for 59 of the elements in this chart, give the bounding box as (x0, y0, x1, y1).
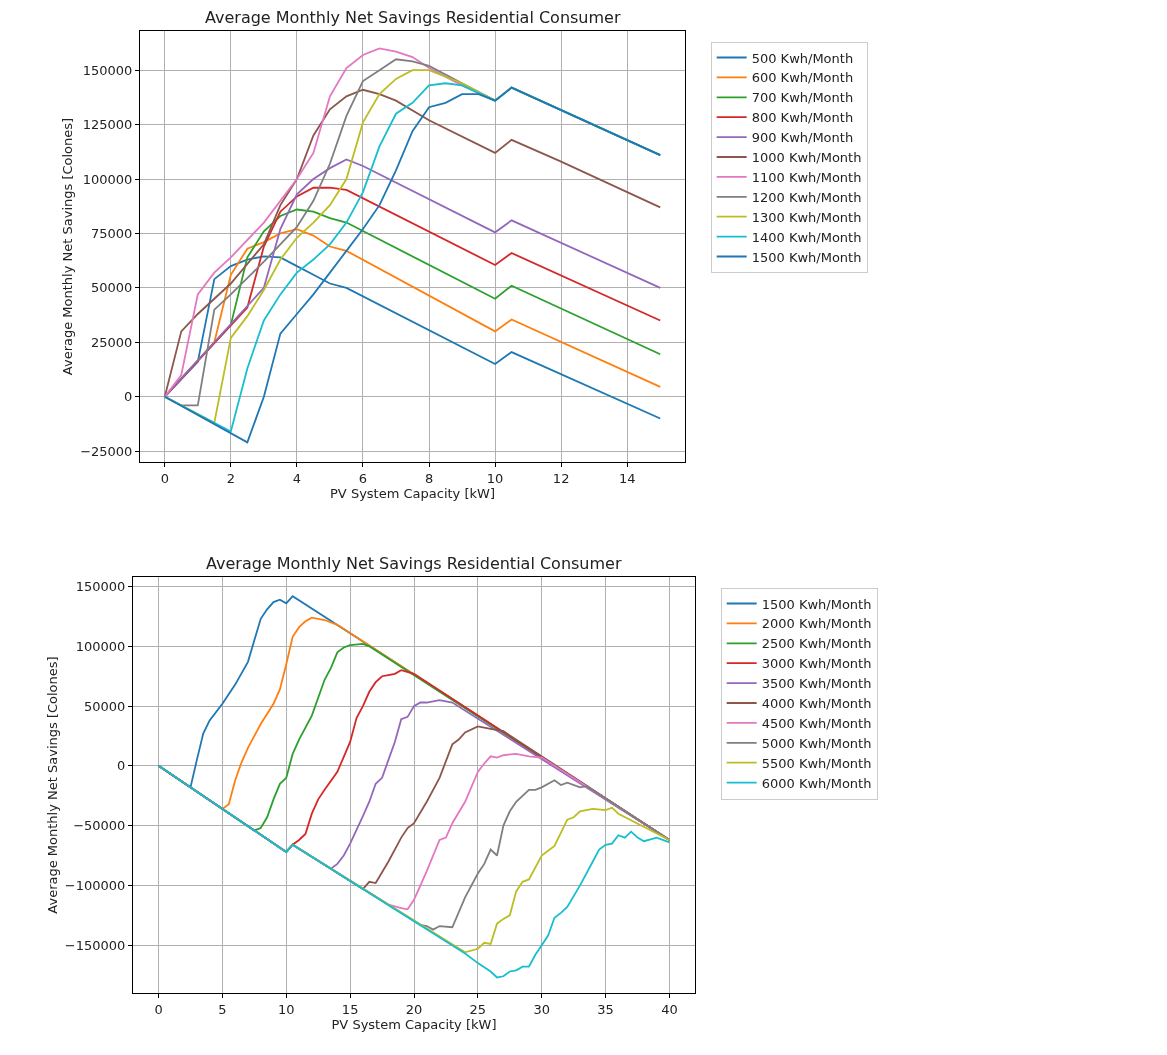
y-tick-label: 0 (117, 758, 126, 774)
legend-label: 5500 Kwh/Month (761, 755, 872, 771)
legend-label: 500 Kwh/Month (751, 50, 854, 66)
legend-label: 1000 Kwh/Month (751, 150, 862, 166)
x-tick-label: 4 (292, 470, 302, 486)
legend-label: 4500 Kwh/Month (761, 715, 872, 731)
y-tick-label: 150000 (75, 579, 126, 595)
legend-label: 1100 Kwh/Month (751, 169, 862, 185)
legend-label: 700 Kwh/Month (751, 90, 854, 106)
legend-label: 1500 Kwh/Month (761, 596, 872, 612)
y-axis-title: Average Monthly Net Savings [Colones] (60, 117, 76, 376)
x-axis-title: PV System Capacity [kW] (330, 486, 495, 502)
y-tick-label: 100000 (75, 638, 126, 654)
legend-label: 1400 Kwh/Month (751, 229, 862, 245)
y-tick-label: 75000 (91, 225, 133, 241)
legend-label: 800 Kwh/Month (751, 110, 854, 126)
x-axis-title: PV System Capacity [kW] (331, 1017, 497, 1033)
y-tick-label: 0 (124, 389, 133, 405)
y-tick-label: −25000 (80, 443, 133, 459)
x-tick-label: 20 (405, 1001, 423, 1017)
x-tick-label: 25 (469, 1001, 487, 1017)
legend-label: 1200 Kwh/Month (751, 189, 862, 205)
x-tick-label: 2 (226, 470, 235, 486)
x-tick-label: 0 (160, 470, 169, 486)
x-tick-label: 14 (618, 470, 636, 486)
legend-label: 2500 Kwh/Month (761, 636, 872, 652)
y-tick-label: 100000 (82, 171, 133, 187)
x-tick-label: 12 (552, 470, 570, 486)
legend-label: 1500 Kwh/Month (751, 249, 862, 265)
y-tick-label: 50000 (91, 280, 133, 296)
legend-label: 600 Kwh/Month (751, 70, 854, 86)
legend-label: 5000 Kwh/Month (761, 735, 872, 751)
legend-label: 4000 Kwh/Month (761, 696, 872, 712)
legend-label: 3000 Kwh/Month (761, 656, 872, 672)
y-tick-label: −100000 (64, 877, 126, 893)
legend-label: 6000 Kwh/Month (761, 775, 872, 791)
y-tick-label: 150000 (82, 62, 133, 78)
y-axis-title: Average Monthly Net Savings [Colones] (44, 656, 60, 914)
x-tick-label: 40 (661, 1001, 678, 1017)
x-tick-label: 15 (341, 1001, 359, 1017)
x-tick-label: 10 (486, 470, 504, 486)
legend-label: 2000 Kwh/Month (761, 616, 872, 632)
y-tick-label: 25000 (91, 334, 133, 350)
legend-label: 1300 Kwh/Month (751, 209, 862, 225)
y-tick-label: −50000 (73, 818, 126, 834)
x-tick-label: 5 (218, 1001, 227, 1017)
chart-title: Average Monthly Net Savings Residential Consumer (206, 554, 622, 573)
y-tick-label: 50000 (84, 698, 126, 714)
x-tick-label: 10 (278, 1001, 295, 1017)
x-tick-label: 6 (358, 470, 368, 486)
x-tick-label: 30 (533, 1001, 550, 1017)
legend-label: 3500 Kwh/Month (761, 676, 872, 692)
x-tick-label: 35 (597, 1001, 614, 1017)
x-tick-label: 8 (424, 470, 434, 486)
y-tick-label: 125000 (82, 117, 133, 133)
y-tick-label: −150000 (64, 937, 126, 953)
x-tick-label: 0 (154, 1001, 163, 1017)
chart-title: Average Monthly Net Savings Residential Consumer (205, 8, 621, 27)
legend-label: 900 Kwh/Month (751, 130, 854, 146)
